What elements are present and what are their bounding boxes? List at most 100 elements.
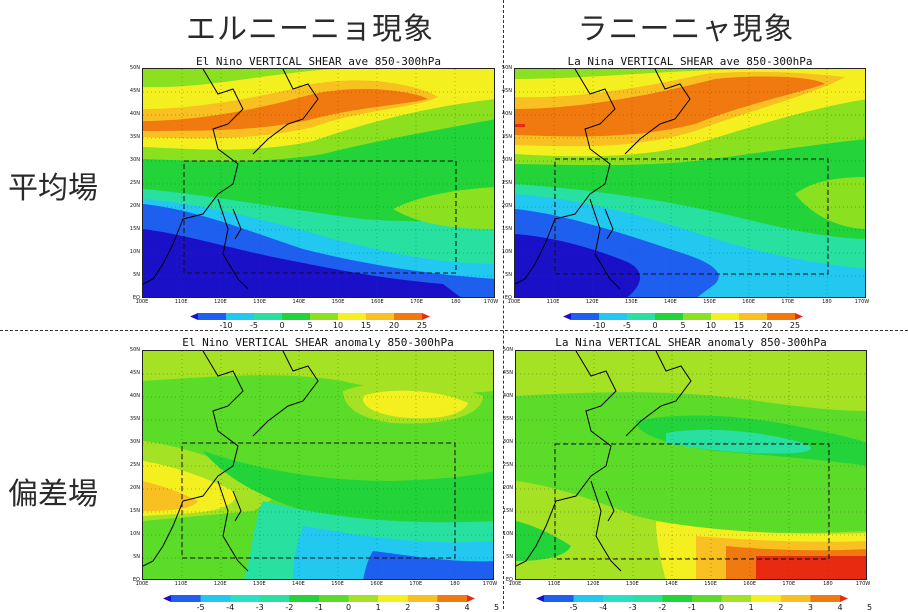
latitude-tick-label: 30N [501,157,512,163]
colorbar-swatch [394,313,423,320]
la-nina-mean-title: La Nina VERTICAL SHEAR ave 850-300hPa [567,55,813,68]
colorbar-swatch [226,313,255,320]
longitude-tick-label: 180 [450,299,461,305]
latitude-tick-label: 40N [502,393,513,399]
colorbar-tick-label: 0 [346,603,352,612]
anomaly-colorbar [163,595,475,602]
latitude-tick-label: 20N [129,485,140,491]
longitude-tick-label: 140E [292,581,305,587]
colorbar-swatch [422,313,430,320]
latitude-tick-label: 15N [129,508,140,514]
la-nina-anomaly-contour-plot [516,351,866,579]
longitude-tick-label: 170W [482,581,498,587]
longitude-tick-label: 110E [174,299,188,305]
colorbar-tick-label: 15 [733,321,745,330]
colorbar-tick-label: 4 [837,603,843,612]
longitude-tick-label: 170W [855,581,871,587]
longitude-tick-label: 140E [664,299,677,305]
longitude-tick-label: 100E [135,581,149,587]
colorbar-swatch [599,313,628,320]
colorbar-tick-label: 25 [789,321,801,330]
colorbar-swatch [310,313,339,320]
latitude-tick-label: EQ [132,577,140,583]
latitude-tick-label: 25N [501,180,512,186]
longitude-tick-label: 150E [331,581,344,587]
latitude-tick-label: 35N [129,134,140,140]
colorbar-swatch [163,595,171,602]
colorbar-tick-label: -5 [250,321,258,330]
colorbar-swatch [627,313,656,320]
colorbar-tick-label: 2 [778,603,784,612]
colorbar-tick-label: -3 [255,603,264,612]
colorbar-tick-label: -5 [623,321,631,330]
colorbar-swatch [840,595,848,602]
latitude-tick-label: 15N [501,226,512,232]
colorbar-tick-label: 5 [867,603,873,612]
latitude-tick-label: 10N [502,531,513,537]
colorbar-swatch [171,595,202,602]
colorbar-swatch [319,595,350,602]
latitude-tick-label: 35N [129,416,140,422]
colorbar-swatch [739,313,768,320]
colorbar-swatch [655,313,684,320]
latitude-tick-label: 30N [129,439,140,445]
longitude-tick-label: 180 [823,581,833,587]
colorbar-tick-label: -10 [592,321,606,330]
colorbar-swatch [692,595,723,602]
colorbar-tick-label: 0 [719,603,725,612]
latitude-tick-label: 20N [501,203,512,209]
colorbar-tick-label: 10 [332,321,344,330]
colorbar-swatch [573,595,604,602]
longitude-tick-label: 180 [450,581,460,587]
colorbar-tick-label: 15 [360,321,372,330]
colorbar-tick-label: 0 [279,321,285,330]
colorbar-tick-label: 3 [807,603,813,612]
longitude-tick-label: 160E [370,581,383,587]
longitude-tick-label: 170E [409,581,423,587]
longitude-tick-label: 160E [743,581,756,587]
el-nino-column-title: エルニーニョ現象 [186,12,434,47]
el-nino-mean-contour-plot [143,69,494,297]
longitude-tick-label: 120E [213,581,227,587]
colorbar-tick-label: 3 [434,603,440,612]
la-nina-anomaly-region-box [554,443,830,560]
colorbar-tick-label: 5 [494,603,500,612]
la-nina-mean-contour-plot [515,69,865,297]
colorbar-swatch [378,595,409,602]
latitude-tick-label: 5N [506,554,513,560]
colorbar-swatch [230,595,261,602]
colorbar-swatch [721,595,752,602]
colorbar-tick-label: 5 [680,321,686,330]
latitude-tick-label: 45N [501,88,512,94]
latitude-tick-label: 5N [133,554,140,560]
vertical-divider [503,0,504,609]
colorbar-swatch [366,313,395,320]
longitude-tick-label: 150E [704,581,717,587]
longitude-tick-label: 110E [546,299,560,305]
colorbar-swatch [632,595,663,602]
longitude-tick-label: 130E [253,299,266,305]
colorbar-swatch [437,595,468,602]
latitude-tick-label: 5N [505,272,512,278]
la-nina-anomaly-title: La Nina VERTICAL SHEAR anomaly 850-300hP… [555,336,827,349]
colorbar-swatch [254,313,283,320]
colorbar-tick-label: 25 [416,321,428,330]
colorbar-tick-label: -5 [569,603,578,612]
colorbar-swatch [795,313,803,320]
mean-row-title: 平均場 [8,171,98,206]
colorbar-swatch [289,595,320,602]
latitude-tick-label: 50N [502,347,513,353]
latitude-tick-label: 10N [129,531,140,537]
longitude-tick-label: 170E [782,581,796,587]
el-nino-anomaly-title: El Nino VERTICAL SHEAR anomaly 850-300hP… [182,336,454,349]
latitude-tick-label: 45N [129,88,140,94]
longitude-tick-label: 100E [508,581,522,587]
longitude-tick-label: 170E [781,299,795,305]
longitude-tick-label: 100E [507,299,521,305]
colorbar-tick-label: 1 [375,603,381,612]
colorbar-swatch [810,595,841,602]
longitude-tick-label: 140E [292,299,306,305]
longitude-tick-label: 110E [547,581,561,587]
la-nina-anomaly-map [515,350,867,580]
colorbar-tick-label: 20 [761,321,773,330]
